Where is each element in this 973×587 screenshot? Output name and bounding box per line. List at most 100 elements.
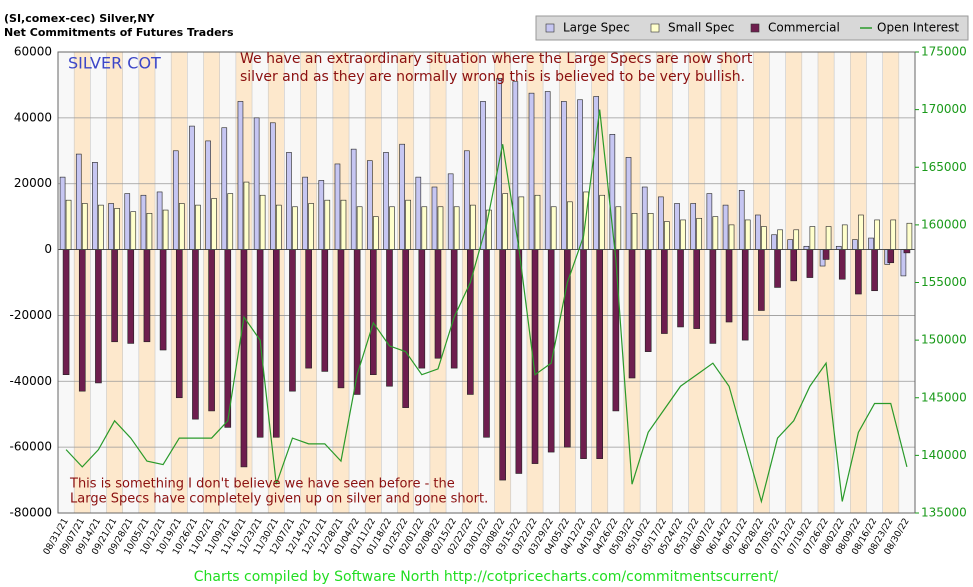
bar <box>690 203 697 250</box>
bar <box>140 194 147 250</box>
bar <box>130 211 137 250</box>
bar <box>841 224 848 250</box>
bar <box>803 245 810 250</box>
bar <box>755 214 761 250</box>
bar <box>221 127 228 250</box>
bar <box>470 204 476 250</box>
bar <box>787 239 794 250</box>
bar <box>211 198 217 250</box>
bar <box>321 249 329 372</box>
bar <box>806 249 814 278</box>
bar <box>189 125 195 250</box>
bar <box>534 194 541 250</box>
bar <box>709 249 717 344</box>
chart-title: (SI,comex-cec) Silver,NY <box>4 12 156 25</box>
bar <box>175 249 183 399</box>
bar <box>577 99 583 250</box>
bar <box>318 180 325 250</box>
bar <box>858 214 864 250</box>
bar <box>98 204 104 250</box>
chart-label: SILVER COT <box>68 54 161 73</box>
bar <box>467 249 474 395</box>
legend-label: Commercial <box>768 21 840 35</box>
bar <box>205 140 211 250</box>
bar <box>696 217 703 250</box>
bar <box>518 196 525 250</box>
bar <box>874 219 880 250</box>
open-interest-line <box>65 109 908 504</box>
bar <box>544 91 551 250</box>
bar <box>302 176 308 250</box>
bar <box>725 249 733 323</box>
bar <box>389 206 395 250</box>
bar <box>421 206 428 250</box>
week-band <box>898 52 915 513</box>
bar <box>515 249 523 474</box>
bar <box>612 249 620 412</box>
bar <box>356 206 363 250</box>
bar <box>418 249 426 369</box>
bar <box>599 194 605 250</box>
bar <box>615 206 622 250</box>
bar <box>647 213 654 250</box>
bar <box>227 193 234 250</box>
bar <box>855 249 862 295</box>
legend-marker <box>545 23 555 33</box>
bar <box>464 150 470 250</box>
bar <box>370 249 377 375</box>
y2-tick-label: 160000 <box>921 217 967 231</box>
bar <box>62 249 70 375</box>
y-tick-label: 20000 <box>14 176 52 190</box>
y2-tick-label: 165000 <box>921 160 967 174</box>
bar <box>437 206 444 250</box>
bar <box>127 249 135 344</box>
bar <box>793 229 800 250</box>
bar <box>825 226 832 250</box>
week-band <box>801 52 818 513</box>
y-tick-label: -40000 <box>9 374 52 388</box>
bar <box>674 203 680 250</box>
legend-label: Large Spec <box>563 21 630 35</box>
legend-marker <box>650 23 660 33</box>
bar <box>758 249 765 311</box>
bar <box>790 249 798 282</box>
bar <box>146 213 153 250</box>
bar <box>887 249 895 264</box>
bar <box>596 249 603 459</box>
bar <box>386 249 393 387</box>
bar <box>677 249 684 328</box>
bar <box>738 190 745 250</box>
bar <box>340 199 347 250</box>
annotation: Large Specs have completely given up on … <box>70 492 488 507</box>
bar <box>706 193 713 250</box>
bar <box>81 203 88 250</box>
bar <box>162 209 169 250</box>
bar <box>114 208 120 250</box>
y-tick-label: 40000 <box>14 110 52 124</box>
y-tick-label: -20000 <box>9 308 52 322</box>
bar <box>208 249 215 412</box>
bar <box>192 249 199 420</box>
bar <box>92 162 98 250</box>
bar <box>289 249 296 392</box>
bar <box>286 152 292 250</box>
bar <box>644 249 652 352</box>
bar <box>777 229 783 250</box>
bar <box>741 249 749 341</box>
bar <box>661 249 668 334</box>
bar <box>237 101 244 250</box>
bar <box>528 92 535 250</box>
y2-tick-label: 145000 <box>921 390 967 404</box>
footer: Charts compiled by Software North http:/… <box>194 569 779 585</box>
y2-tick-label: 140000 <box>921 448 967 462</box>
bar <box>259 194 266 250</box>
bar <box>906 222 913 250</box>
bar <box>78 249 86 392</box>
bar <box>415 176 422 250</box>
bar <box>159 249 167 351</box>
bar <box>550 206 557 250</box>
bar <box>450 249 458 369</box>
bar <box>240 249 248 468</box>
bar <box>680 219 686 250</box>
bar <box>269 122 276 250</box>
